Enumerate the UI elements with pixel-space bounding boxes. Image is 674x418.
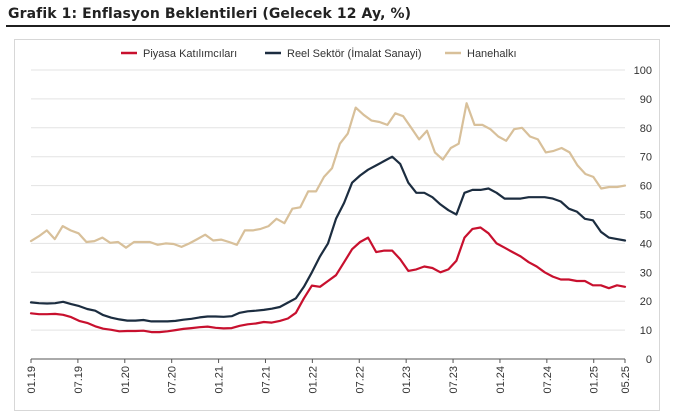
- x-tick-label: 07.20: [167, 366, 179, 394]
- x-tick-label: 07.23: [448, 366, 460, 394]
- y-tick-label: 50: [640, 210, 652, 222]
- y-tick-label: 30: [640, 267, 652, 279]
- y-tick-label: 60: [640, 181, 652, 193]
- y-tick-label: 90: [640, 94, 652, 106]
- axes: 0 10 20 30 40 50 60 70 80 90 100 01.19 07.19 01.20 07.…: [26, 65, 652, 394]
- x-tick-label: 01.23: [401, 366, 413, 394]
- x-tick-label: 07.21: [260, 366, 272, 394]
- x-tick-label: 01.19: [26, 366, 38, 394]
- x-tick-label: 01.21: [214, 366, 226, 394]
- series-line-2: [29, 155, 627, 323]
- x-tick-label: 07.24: [542, 366, 554, 394]
- legend-label: Piyasa Katılımcıları: [143, 48, 237, 60]
- legend-label: Hanehalkı: [467, 48, 517, 60]
- x-tick-label: 01.22: [307, 366, 319, 394]
- chart-frame: [14, 39, 660, 411]
- gridlines: [31, 69, 625, 331]
- y-tick-label: 10: [640, 325, 652, 337]
- series-line-3: [29, 102, 627, 249]
- x-tick-label: 01.24: [495, 366, 507, 394]
- x-tick-label: 07.22: [354, 366, 366, 394]
- legend-label: Reel Sektör (İmalat Sanayi): [287, 47, 422, 60]
- x-tick-label: 05.25: [620, 366, 632, 394]
- y-tick-label: 40: [640, 238, 652, 250]
- x-tick-label: 01.20: [120, 366, 132, 394]
- chart-title: Grafik 1: Enflasyon Beklentileri (Gelece…: [8, 6, 412, 22]
- x-tick-label: 01.25: [589, 366, 601, 394]
- series-lines: [29, 102, 627, 334]
- title-divider: [6, 25, 670, 27]
- series-line-1: [29, 226, 627, 334]
- y-tick-label: 70: [640, 152, 652, 164]
- x-tick-label: 07.19: [73, 366, 85, 394]
- y-tick-label: 0: [646, 354, 652, 366]
- y-tick-label: 20: [640, 296, 652, 308]
- legend: Piyasa Katılımcıları Reel Sektör (İmalat …: [121, 47, 517, 60]
- y-tick-label: 100: [634, 65, 652, 77]
- y-tick-label: 80: [640, 123, 652, 135]
